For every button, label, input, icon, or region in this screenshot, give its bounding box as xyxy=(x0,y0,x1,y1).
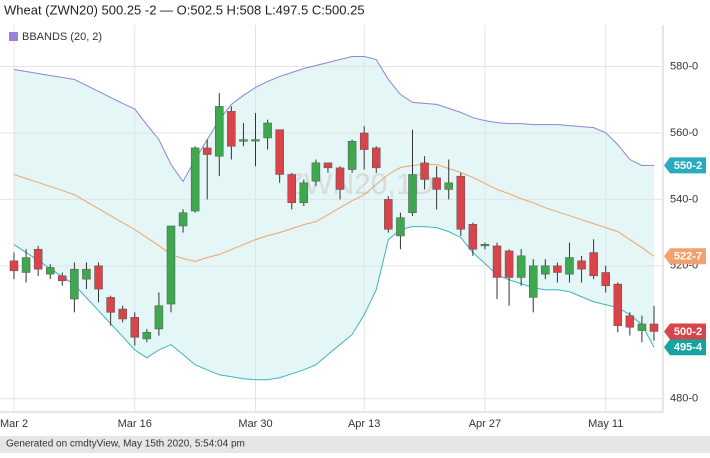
candle-body xyxy=(178,212,188,227)
candle-body xyxy=(625,315,635,328)
candle-body xyxy=(142,332,152,340)
candle-body xyxy=(227,111,236,147)
candle-body xyxy=(528,265,538,298)
candle-body xyxy=(311,162,321,182)
candle-body xyxy=(118,308,127,320)
candle-body xyxy=(82,268,91,280)
candle-body xyxy=(541,265,550,275)
band-line xyxy=(13,56,655,183)
candle-body xyxy=(396,217,405,237)
price-label-box xyxy=(664,157,706,174)
candle-body xyxy=(323,162,333,169)
candle-body xyxy=(649,323,659,332)
candle-body xyxy=(239,139,248,142)
y-tick-label: 580-0 xyxy=(670,60,698,72)
candle-body xyxy=(287,174,296,203)
candle-body xyxy=(347,141,357,170)
price-label: 500-2 xyxy=(674,326,702,338)
candle-body xyxy=(21,257,31,273)
candle-body xyxy=(359,132,369,150)
price-label-box xyxy=(664,339,706,356)
y-tick-label: 560-0 xyxy=(670,127,698,139)
x-tick-label: Mar 2 xyxy=(0,418,28,430)
candle-body xyxy=(613,283,623,326)
candle-body xyxy=(420,162,429,180)
candle-body xyxy=(335,167,345,190)
candle-body xyxy=(94,265,103,290)
price-label: 522-7 xyxy=(674,251,702,263)
candle-body xyxy=(299,182,309,203)
candle-body xyxy=(408,174,417,213)
candle-body xyxy=(190,147,200,212)
candle-body xyxy=(45,267,55,275)
band-line xyxy=(13,226,655,381)
x-tick-label: May 11 xyxy=(588,418,623,430)
candle-body xyxy=(553,265,562,273)
band-line xyxy=(13,164,655,263)
x-tick-label: Apr 13 xyxy=(348,418,380,430)
candle-body xyxy=(504,250,514,278)
candle-body xyxy=(432,177,441,190)
x-tick-label: Mar 16 xyxy=(118,418,152,430)
candle-body xyxy=(275,129,284,175)
candle-body xyxy=(70,268,79,300)
x-tick-label: Apr 27 xyxy=(469,418,501,430)
candle-body xyxy=(589,252,598,277)
candle-body xyxy=(565,257,574,275)
candle-body xyxy=(202,147,212,155)
candle-body xyxy=(480,243,490,247)
candle-body xyxy=(130,317,140,338)
footer-bar xyxy=(0,436,710,453)
candle-body xyxy=(456,175,466,230)
candle-body xyxy=(106,297,115,313)
candle-body xyxy=(468,224,478,250)
candle-body xyxy=(251,139,260,142)
candle-body xyxy=(9,260,19,272)
price-label-box xyxy=(664,248,706,265)
candle-body xyxy=(601,272,610,287)
candle-body xyxy=(492,245,502,278)
y-tick-label: 540-0 xyxy=(670,193,698,205)
legend-label: BBANDS (20, 2) xyxy=(22,31,102,43)
price-label-box xyxy=(664,323,706,340)
price-label: 550-2 xyxy=(674,160,702,172)
candle-body xyxy=(215,106,224,157)
x-tick-label: Mar 30 xyxy=(238,418,272,430)
candle-body xyxy=(637,323,647,331)
y-tick-label: 480-0 xyxy=(670,393,698,405)
candle-body xyxy=(58,275,67,282)
candle-body xyxy=(33,248,43,270)
candle-body xyxy=(372,147,381,169)
candle-body xyxy=(166,225,176,305)
legend-swatch xyxy=(9,32,18,41)
candle-body xyxy=(154,305,164,330)
candle-body xyxy=(444,182,453,190)
candle-body xyxy=(577,260,586,270)
candle-body xyxy=(516,255,526,278)
chart-title: Wheat (ZWN20) 500.25 -2 — O:502.5 H:508 … xyxy=(4,2,365,17)
price-label: 495-4 xyxy=(674,342,703,354)
candle-body xyxy=(384,199,393,230)
footer: Generated on cmdtyView, May 15th 2020, 5… xyxy=(6,439,245,450)
candle-body xyxy=(263,122,272,139)
